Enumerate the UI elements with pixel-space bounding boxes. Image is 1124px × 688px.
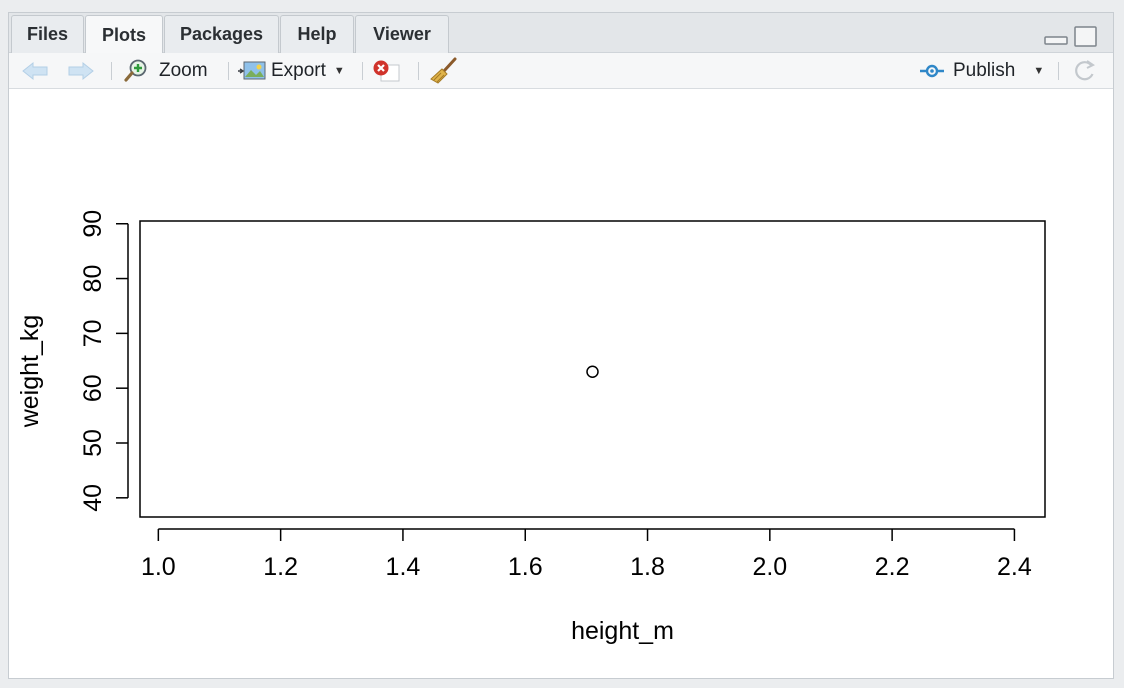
forward-button[interactable] [67, 53, 95, 89]
plot-viewer: 1.0 1.2 1.4 1.6 1.8 2.0 2.2 2.4 40 50 60 70 80 90 heig… [9, 89, 1113, 678]
maximize-pane-icon[interactable] [1073, 25, 1099, 49]
refresh-icon [1075, 60, 1095, 81]
y-tick-label: 60 [79, 374, 107, 402]
plots-toolbar: Zoom Export ▼ [9, 53, 1113, 89]
toolbar-divider [111, 62, 112, 80]
minimize-pane-icon[interactable] [1043, 25, 1069, 47]
y-tick-label: 70 [79, 319, 107, 347]
remove-plot-icon [373, 60, 400, 82]
back-button[interactable] [21, 53, 49, 89]
arrow-left-icon [22, 61, 48, 81]
y-tick-label: 80 [79, 265, 107, 293]
publish-label: Publish [953, 60, 1016, 81]
export-label: Export [271, 60, 326, 81]
x-axis-title: height_m [571, 617, 674, 645]
toolbar-divider [1058, 62, 1059, 80]
zoom-label: Zoom [159, 60, 208, 81]
tab-plots[interactable]: Plots [85, 15, 163, 54]
x-tick-label: 1.8 [630, 553, 665, 581]
toolbar-divider [362, 62, 363, 80]
toolbar-divider [228, 62, 229, 80]
plot-frame [139, 220, 1046, 518]
publish-icon [920, 64, 944, 78]
toolbar-divider [418, 62, 419, 80]
zoom-magnifier-icon [124, 59, 147, 82]
y-tick-label: 90 [79, 210, 107, 238]
publish-menu-button[interactable]: Publish ▼ [917, 53, 1044, 89]
plots-pane: Files Plots Packages Help Viewer [8, 12, 1114, 679]
chevron-down-icon: ▼ [333, 65, 345, 77]
scatter-plot: 1.0 1.2 1.4 1.6 1.8 2.0 2.2 2.4 40 50 60 70 80 90 heig… [16, 210, 1046, 645]
y-tick-label: 50 [79, 429, 107, 457]
x-tick-label: 1.6 [508, 553, 543, 581]
arrow-right-icon [68, 61, 94, 81]
tab-viewer[interactable]: Viewer [355, 15, 449, 53]
remove-plot-button[interactable] [371, 53, 401, 89]
chevron-down-icon: ▼ [1033, 65, 1045, 77]
x-tick-label: 1.4 [386, 553, 421, 581]
zoom-button[interactable]: Zoom [123, 53, 208, 89]
refresh-button[interactable] [1071, 53, 1097, 89]
x-tick-label: 1.2 [263, 553, 298, 581]
tab-packages[interactable]: Packages [164, 15, 279, 53]
export-menu-button[interactable]: Export ▼ [237, 53, 345, 89]
y-axis-title: weight_kg [16, 315, 44, 429]
x-tick-label: 1.0 [141, 553, 176, 581]
data-point [586, 365, 599, 378]
tab-files[interactable]: Files [11, 15, 84, 53]
y-tick-label: 40 [79, 484, 107, 512]
tab-help[interactable]: Help [280, 15, 354, 53]
x-tick-label: 2.2 [875, 553, 910, 581]
export-image-icon [238, 61, 266, 80]
clear-all-plots-button[interactable] [429, 53, 459, 89]
x-tick-label: 2.4 [997, 553, 1032, 581]
x-tick-label: 2.0 [752, 553, 787, 581]
pane-tab-bar: Files Plots Packages Help Viewer [9, 13, 1113, 54]
broom-icon [430, 57, 457, 84]
